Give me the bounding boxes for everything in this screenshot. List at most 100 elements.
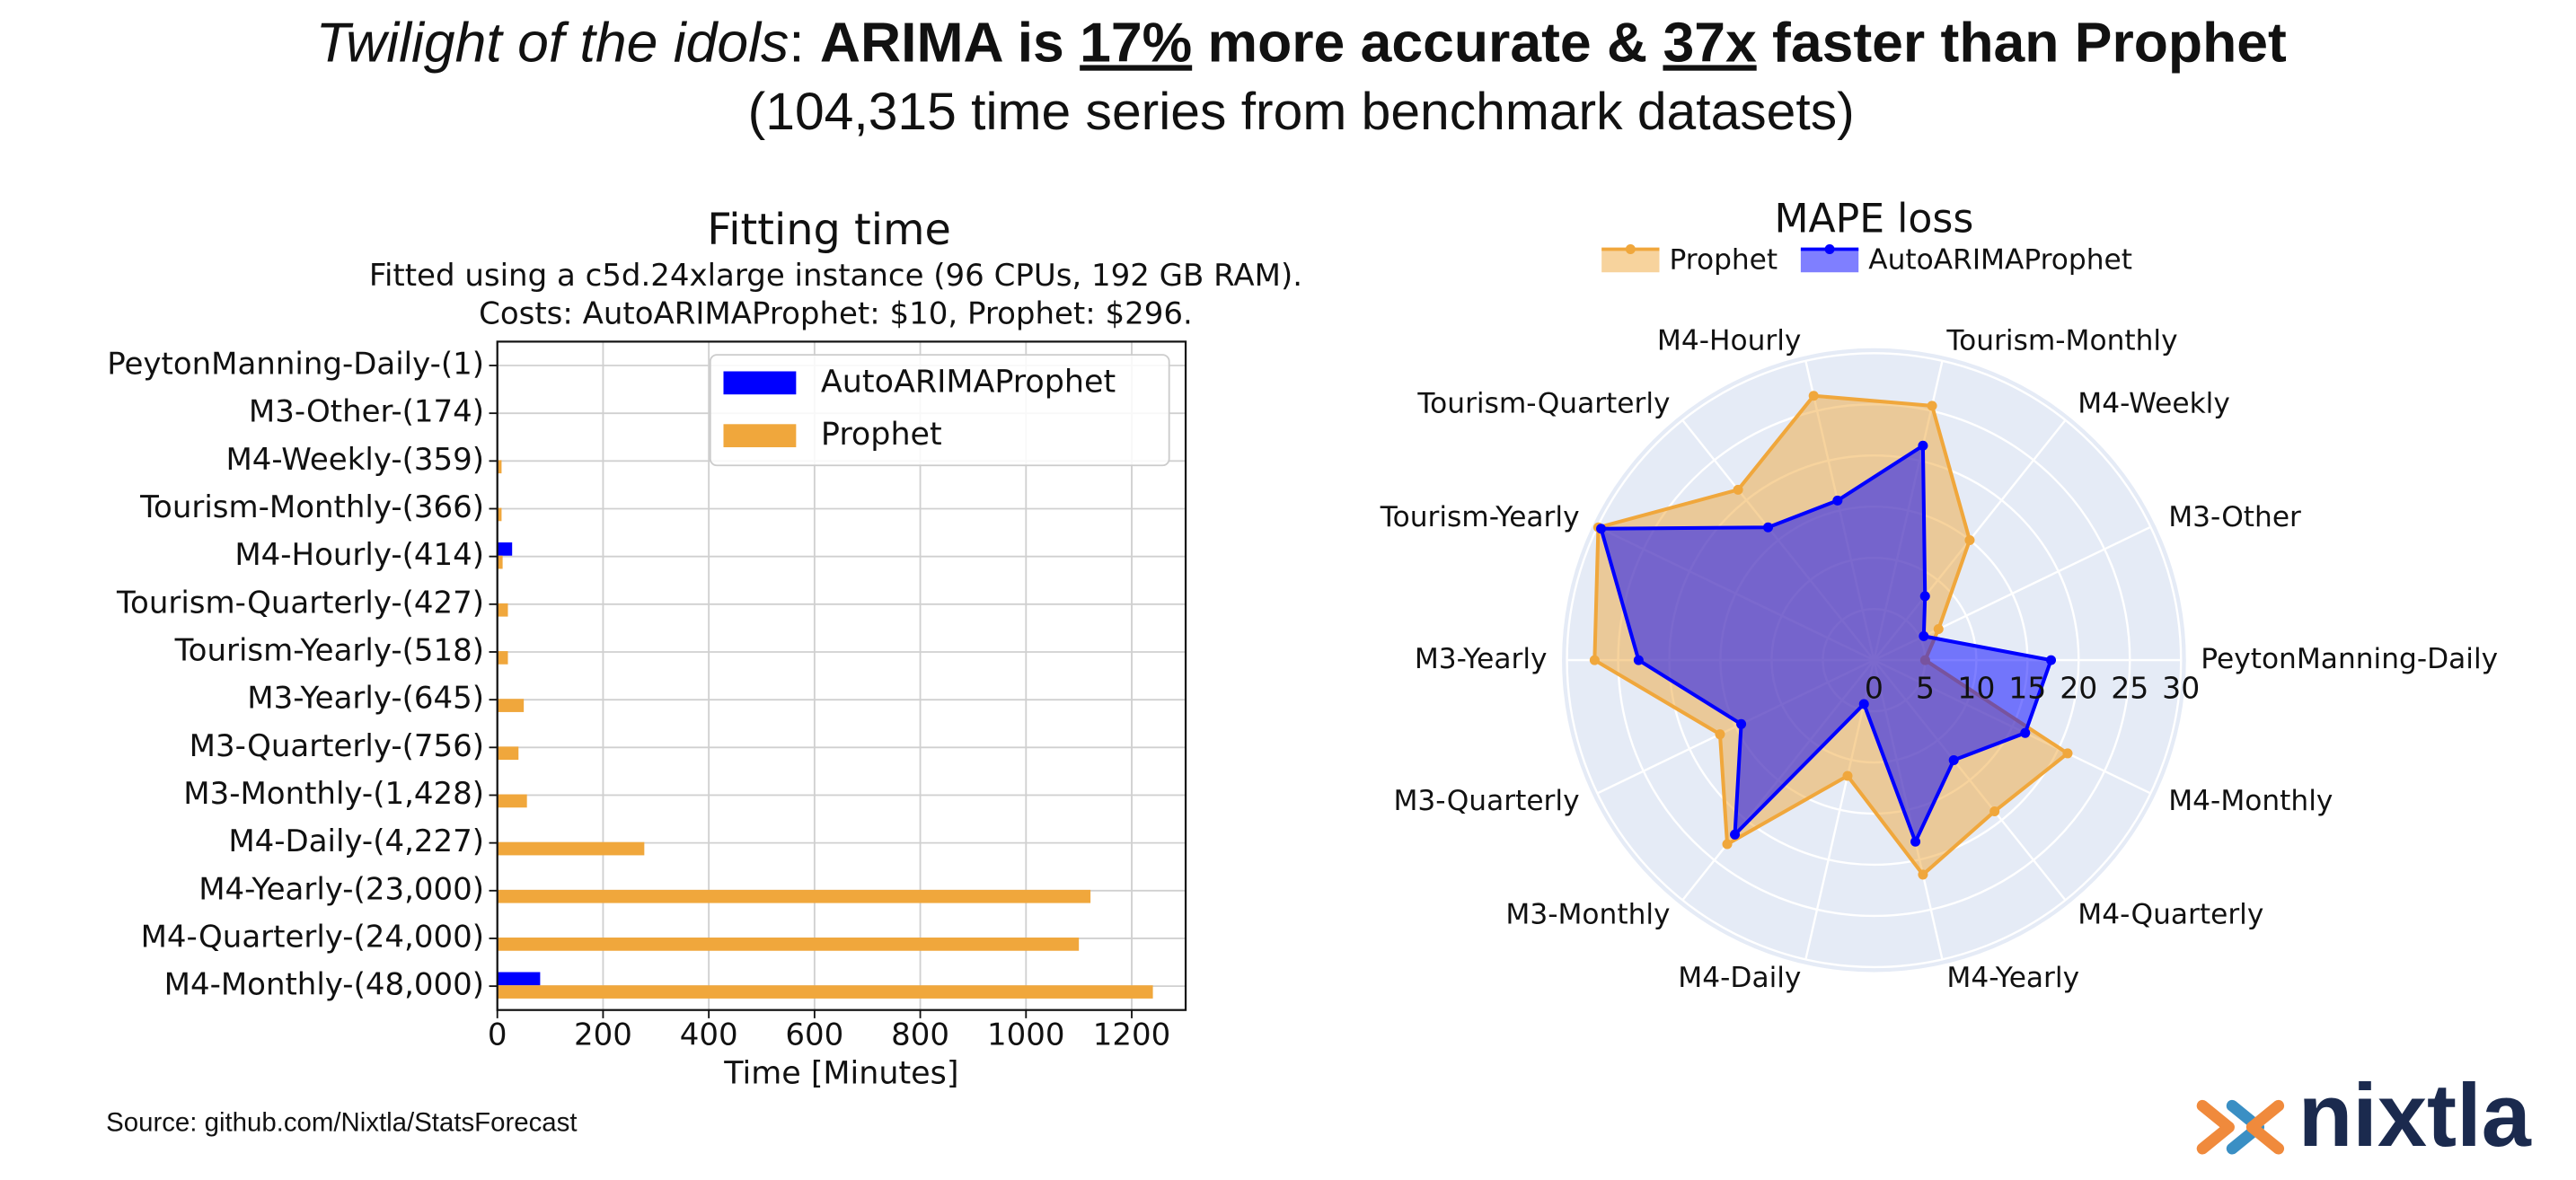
category-label: M3-Yearly	[1415, 643, 1548, 675]
chart-subtitle: Costs: AutoARIMAProphet: $10, Prophet: $…	[479, 296, 1193, 332]
radar-point	[1964, 534, 1975, 545]
logo-icon	[2196, 1099, 2285, 1155]
category-label: M3-Monthly	[1505, 899, 1670, 931]
radar-point	[1808, 391, 1819, 401]
radar-point	[2020, 727, 2031, 738]
x-tick-label: 800	[891, 1017, 949, 1053]
category-label: M4-Weekly	[2078, 388, 2230, 420]
radar-point	[1589, 655, 1600, 665]
legend-box	[709, 354, 1170, 467]
chart-title: Fitting time	[707, 206, 951, 255]
y-tick-label: M4-Quarterly-(24,000)	[141, 919, 484, 955]
radar-point	[2062, 748, 2073, 759]
bar	[497, 972, 541, 986]
r-tick-label: 5	[1916, 671, 1935, 706]
radar-point	[1736, 718, 1747, 729]
bar	[497, 794, 527, 808]
bar	[497, 889, 1091, 903]
bar	[497, 507, 502, 522]
subheadline: (104,315 time series from benchmark data…	[748, 83, 1855, 141]
headline-underline: 17%	[1080, 11, 1192, 74]
radar-point	[1722, 839, 1733, 850]
x-tick-label: 1200	[1093, 1017, 1171, 1053]
bar	[497, 841, 645, 856]
bar	[497, 699, 525, 712]
headline-underline: 37x	[1663, 11, 1756, 74]
legend-label: Prophet	[821, 417, 942, 453]
headline-italic: Twilight of the idols	[316, 11, 790, 74]
legend-swatch	[723, 371, 797, 395]
y-tick-label: M4-Yearly-(23,000)	[198, 871, 484, 907]
legend-label: Prophet	[1670, 243, 1778, 276]
y-tick-label: M3-Quarterly-(756)	[190, 728, 484, 764]
legend-label: AutoARIMAProphet	[821, 364, 1116, 400]
x-tick-label: 0	[488, 1017, 507, 1053]
headline-colon: :	[789, 11, 820, 74]
x-tick-label: 400	[680, 1017, 738, 1053]
radar-point	[1730, 829, 1741, 840]
legend-marker	[1824, 243, 1835, 255]
radar-point	[1933, 623, 1944, 635]
logo-text: nixtla	[2298, 1066, 2532, 1166]
radar-point	[1919, 591, 1930, 602]
radar-point	[1910, 836, 1921, 847]
radar-point	[1948, 754, 1959, 765]
category-label: M4-Quarterly	[2078, 899, 2263, 931]
y-tick-label: M4-Daily-(4,227)	[228, 823, 484, 859]
r-tick-label: 10	[1957, 671, 1995, 706]
headline-bold: faster than Prophet	[1757, 11, 2287, 74]
chart-title: MAPE loss	[1774, 196, 1973, 242]
radar-point	[1858, 699, 1869, 709]
r-tick-label: 0	[1865, 671, 1883, 706]
category-label: Tourism-Monthly	[1945, 324, 2177, 357]
y-tick-label: Tourism-Yearly-(518)	[174, 632, 484, 668]
x-tick-label: 600	[785, 1017, 843, 1053]
x-axis-label: Time [Minutes]	[723, 1055, 958, 1091]
y-tick-label: Tourism-Monthly-(366)	[139, 489, 484, 525]
bar	[497, 985, 1153, 999]
y-tick-label: Tourism-Quarterly-(427)	[116, 585, 484, 621]
radar-point	[1918, 440, 1928, 451]
y-tick-label: M4-Hourly-(414)	[234, 537, 484, 573]
radar-point	[1918, 869, 1928, 880]
radar-point	[1762, 522, 1773, 533]
y-tick-label: M3-Other-(174)	[249, 394, 484, 430]
bar	[497, 746, 519, 761]
category-label: Tourism-Yearly	[1380, 501, 1580, 533]
radar-point	[1832, 495, 1843, 506]
category-label: M3-Other	[2168, 501, 2301, 533]
radar-point	[1733, 484, 1743, 495]
y-tick-label: M4-Monthly-(48,000)	[164, 967, 484, 1003]
category-label: M4-Hourly	[1657, 324, 1802, 357]
headline-bold: more accurate &	[1192, 11, 1663, 74]
source: Source: github.com/Nixtla/StatsForecast	[106, 1107, 577, 1137]
bar	[497, 460, 502, 474]
radar-point	[2046, 655, 2057, 665]
y-tick-label: PeytonManning-Daily-(1)	[107, 346, 484, 382]
bar	[497, 938, 1080, 951]
radar-point	[1927, 401, 1937, 411]
r-tick-label: 15	[2008, 671, 2046, 706]
legend-swatch	[723, 424, 797, 448]
x-tick-label: 200	[574, 1017, 632, 1053]
r-tick-label: 30	[2162, 671, 2200, 706]
legend-marker	[1625, 243, 1636, 255]
bar	[497, 603, 508, 617]
radar-point	[1596, 524, 1607, 534]
category-label: PeytonManning-Daily	[2201, 643, 2498, 675]
x-tick-label: 1000	[987, 1017, 1065, 1053]
plot-frame	[496, 340, 1187, 1011]
category-label: Tourism-Quarterly	[1416, 388, 1670, 420]
category-label: M4-Monthly	[2168, 785, 2333, 817]
radar-point	[1633, 655, 1644, 665]
radar-point	[1989, 806, 2000, 816]
bar	[497, 542, 513, 556]
bar	[497, 555, 503, 569]
r-tick-label: 20	[2060, 671, 2097, 706]
category-label: M3-Quarterly	[1393, 785, 1579, 817]
radar-point	[1715, 729, 1725, 740]
headline: Twilight of the idols: ARIMA is 17% more…	[316, 11, 2287, 74]
bar	[497, 651, 508, 665]
